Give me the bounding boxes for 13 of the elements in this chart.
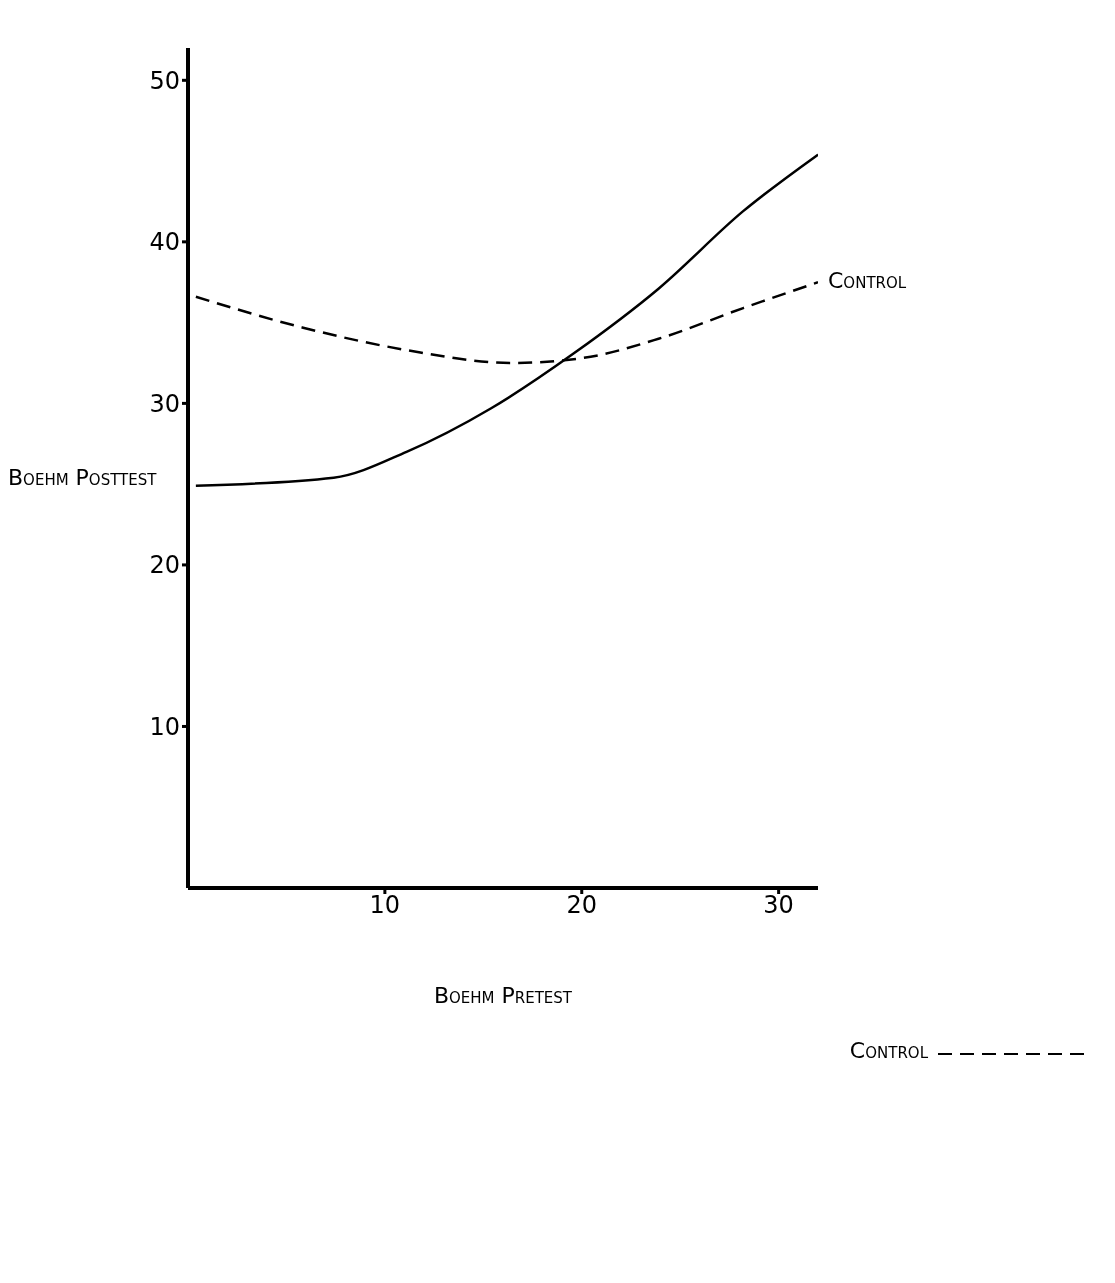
x-tick-label: 20 [566, 891, 598, 920]
text: Control [849, 1038, 928, 1063]
y-tick-label: 30 [149, 389, 180, 418]
y-tick-label: 20 [149, 551, 180, 580]
x-tick-label: 30 [763, 891, 794, 920]
y-axis-title: Boehm Posttest [8, 464, 158, 492]
annotation: Control [828, 268, 907, 294]
y-tick-label: 50 [149, 66, 180, 95]
line-series [194, 153, 818, 488]
y-tick-label: 40 [149, 228, 180, 257]
y-tick-label: 10 [149, 712, 180, 741]
x-tick-label: 10 [369, 891, 401, 920]
x-axis-title: Boehm Pretest [433, 983, 573, 1008]
